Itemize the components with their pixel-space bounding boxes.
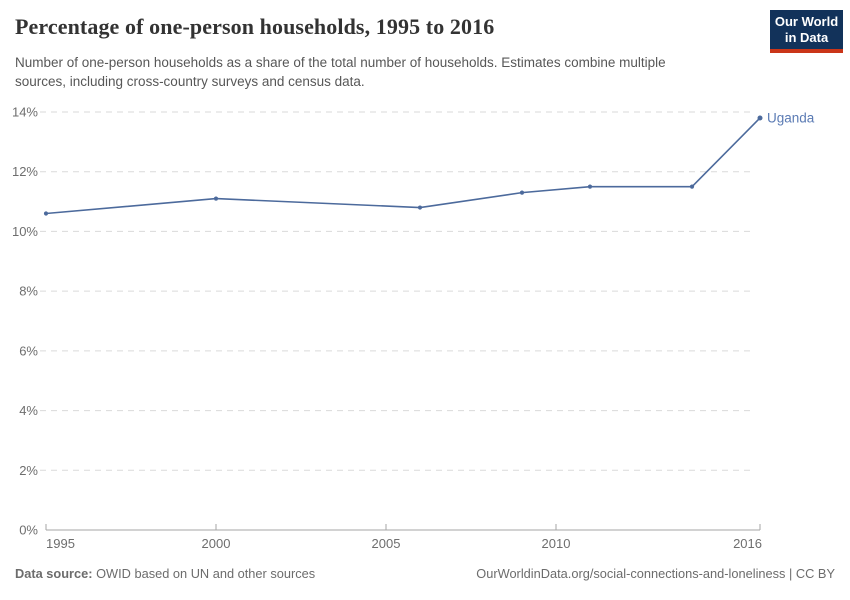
owid-logo-red-bar <box>770 49 843 53</box>
series-line-uganda <box>45 117 761 215</box>
x-tick-label-2000: 2000 <box>202 536 231 551</box>
owid-logo-text: Our World in Data <box>770 10 843 49</box>
y-tick-label-12: 12% <box>12 164 38 179</box>
x-tick-label-2010: 2010 <box>542 536 571 551</box>
data-point-2009 <box>519 190 525 195</box>
owid-logo[interactable]: Our World in Data <box>770 10 843 53</box>
data-source-note: Data source: OWID based on UN and other … <box>15 566 315 581</box>
y-tick-label-6: 6% <box>19 343 38 358</box>
y-tick-label-10: 10% <box>12 224 38 239</box>
data-point-2016 <box>757 115 763 121</box>
data-point-2011 <box>587 184 593 189</box>
y-tick-label-2: 2% <box>19 463 38 478</box>
x-tick-label-2016: 2016 <box>733 536 762 551</box>
chart-subtitle-line2: sources, including cross-country surveys… <box>15 74 365 89</box>
x-tick-label-2005: 2005 <box>372 536 401 551</box>
y-tick-label-14: 14% <box>12 105 38 120</box>
data-point-1995 <box>43 211 49 216</box>
data-point-2014 <box>689 184 695 189</box>
data-point-2000 <box>213 196 219 201</box>
series-end-label: Uganda <box>767 110 815 125</box>
data-source-text: OWID based on UN and other sources <box>96 566 316 581</box>
x-tick-label-1995: 1995 <box>46 536 75 551</box>
data-point-2006 <box>417 205 423 210</box>
chart-subtitle-line1: Number of one-person households as a sha… <box>15 55 666 70</box>
y-tick-label-0: 0% <box>19 523 38 538</box>
chart-subtitle: Number of one-person households as a sha… <box>15 53 760 91</box>
data-source-label: Data source: <box>15 566 93 581</box>
chart-title: Percentage of one-person households, 199… <box>15 14 495 39</box>
y-tick-label-8: 8% <box>19 284 38 299</box>
citation-link[interactable]: OurWorldinData.org/social-connections-an… <box>476 566 835 581</box>
y-tick-label-4: 4% <box>19 403 38 418</box>
